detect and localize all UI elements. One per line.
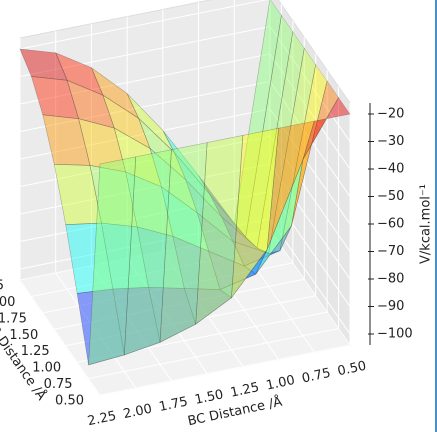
grid-line <box>19 163 351 280</box>
surface-patch <box>159 142 208 343</box>
surface-patch <box>183 288 232 325</box>
surface-patch <box>302 97 351 160</box>
y-tick-label: 0.75 <box>301 366 332 387</box>
y-tick-label: 0.50 <box>336 359 367 380</box>
z-tick-label: −30 <box>377 134 404 149</box>
z-axis-label: V/kcal.mol⁻¹ <box>419 184 434 264</box>
surface-patch <box>185 179 234 242</box>
grid-line <box>55 30 137 389</box>
surface-patch <box>160 186 210 252</box>
z-tick-label: −50 <box>377 189 404 204</box>
grid-line <box>126 16 208 374</box>
surface-patch <box>89 165 138 228</box>
y-tick-label: 2.00 <box>122 402 153 423</box>
surface-patch <box>219 249 268 299</box>
surface-patch <box>136 226 185 289</box>
surface-patch <box>196 211 245 267</box>
y-tick-label: 1.75 <box>158 394 189 415</box>
surface-patch <box>112 287 161 356</box>
surface-patch <box>66 79 115 129</box>
surface-patch <box>42 114 91 166</box>
surface-patch <box>162 130 211 195</box>
grid-line <box>19 190 351 307</box>
x-tick-label: 0.75 <box>44 377 73 392</box>
y-tick-label: 1.25 <box>229 380 260 401</box>
surface-patch <box>126 93 175 153</box>
z-tick-label: −80 <box>377 272 404 287</box>
surface-patch <box>209 194 258 249</box>
x-tick-label: 0.50 <box>55 394 84 409</box>
x-tick-label: 1.00 <box>32 361 61 376</box>
x-tick-label: 2.00 <box>0 295 15 310</box>
y-tick-label: 1.00 <box>265 373 296 394</box>
grid-line <box>19 53 351 170</box>
z-tick-label: −70 <box>377 244 404 259</box>
surface-patch <box>101 222 149 290</box>
grid-line <box>19 108 351 225</box>
y-tick-label: 2.25 <box>86 409 117 430</box>
grid-line <box>19 218 351 335</box>
surface-patch <box>19 48 68 81</box>
y-tick-label: 1.50 <box>193 387 224 408</box>
x-tick-label: 2.25 <box>0 279 4 294</box>
surface-patch <box>31 76 79 120</box>
surface-patch <box>279 63 328 251</box>
surface-patch <box>88 156 137 366</box>
z-tick-label: −40 <box>377 162 404 177</box>
grid-line <box>162 9 244 367</box>
z-tick-label: −90 <box>377 299 404 314</box>
surface-patch <box>231 127 279 299</box>
grid-line <box>269 0 351 346</box>
x-tick-label: 1.50 <box>9 328 38 343</box>
surface-patch <box>113 127 162 188</box>
surface-patch <box>243 225 292 275</box>
grid-line <box>19 25 351 142</box>
grid-line <box>19 0 351 115</box>
surface-patch <box>125 171 174 237</box>
surface-patch <box>90 66 140 120</box>
z-tick-label: −60 <box>377 217 404 232</box>
surface-patch <box>138 118 186 181</box>
grid-line <box>19 38 101 396</box>
surface-patch <box>198 175 246 238</box>
z-tick-label: −100 <box>377 327 413 342</box>
surface-patch <box>78 118 127 173</box>
surface-patch <box>256 31 305 254</box>
surface-patch <box>102 94 151 150</box>
grid-line <box>90 23 172 381</box>
surface-patch <box>195 135 244 325</box>
grid-line <box>19 135 351 252</box>
surface-patch <box>291 80 339 226</box>
surface-patch <box>174 152 222 217</box>
x-tick-label: 1.75 <box>0 311 27 326</box>
surface-patch <box>53 163 102 226</box>
surface-patch <box>172 235 221 290</box>
surface-patch <box>268 47 317 254</box>
surface-patch <box>245 14 294 249</box>
surface-patch <box>149 147 198 214</box>
surface-patch <box>65 222 114 294</box>
surface-patch <box>266 120 315 250</box>
grid-line <box>233 0 315 353</box>
x-tick-label: 1.25 <box>21 344 50 359</box>
surface-patch <box>233 0 282 238</box>
surface-patch <box>55 52 104 96</box>
surface-patch <box>148 287 197 343</box>
grid-line <box>198 2 279 360</box>
surface-patch <box>232 240 281 267</box>
surface-patch <box>221 216 269 254</box>
grid-line <box>19 80 351 197</box>
surface-patch <box>208 250 257 290</box>
z-tick-label: −20 <box>377 107 404 122</box>
surface-patch <box>123 149 172 356</box>
surface-patch <box>255 159 304 275</box>
surface-patch <box>76 288 125 366</box>
